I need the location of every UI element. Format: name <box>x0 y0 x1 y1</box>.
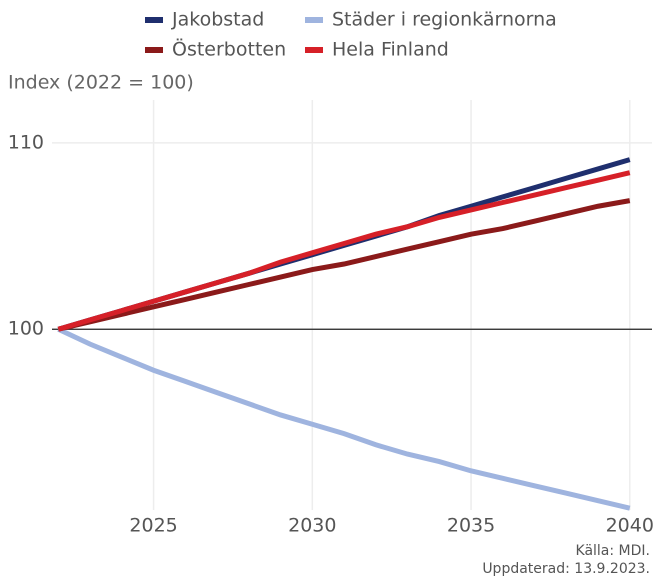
x-tick-label: 2035 <box>447 515 495 537</box>
series-line <box>57 170 631 332</box>
y-axis-label: Index (2022 = 100) <box>8 72 194 94</box>
legend-swatch <box>145 17 163 23</box>
legend-swatch <box>305 17 323 23</box>
legend-label: Hela Finland <box>332 39 449 61</box>
legend-label: Jakobstad <box>171 9 264 31</box>
series-line <box>57 326 631 511</box>
source-note: Uppdaterad: 13.9.2023. <box>482 561 650 577</box>
y-tick-label: 110 <box>8 131 44 153</box>
legend-label: Österbotten <box>172 38 286 61</box>
legend-swatch <box>145 47 163 53</box>
legend-swatch <box>305 47 323 53</box>
x-tick-label: 2040 <box>606 515 654 537</box>
x-tick-label: 2025 <box>129 515 177 537</box>
source-note: Källa: MDI. <box>576 543 650 559</box>
y-tick-label: 100 <box>8 318 44 340</box>
series-line <box>57 198 631 332</box>
x-tick-label: 2030 <box>288 515 336 537</box>
legend-label: Städer i regionkärnorna <box>332 9 557 31</box>
